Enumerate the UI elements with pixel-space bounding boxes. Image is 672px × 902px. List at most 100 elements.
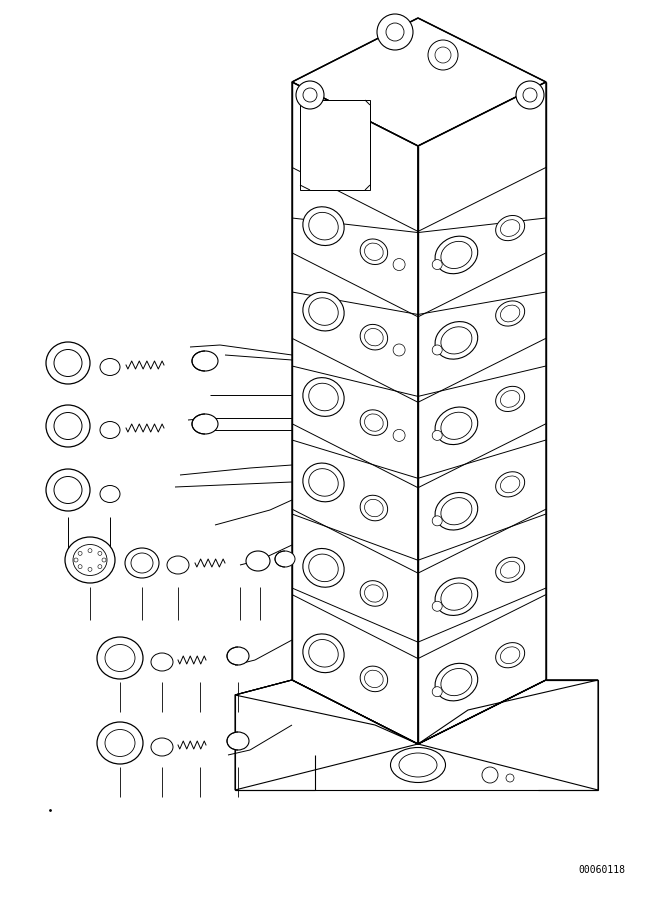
Circle shape <box>98 565 102 568</box>
Circle shape <box>432 516 442 526</box>
Ellipse shape <box>54 412 82 439</box>
Ellipse shape <box>303 292 344 331</box>
Ellipse shape <box>54 476 82 503</box>
Ellipse shape <box>399 753 437 777</box>
Ellipse shape <box>227 732 249 750</box>
Polygon shape <box>235 680 418 744</box>
Ellipse shape <box>435 492 478 530</box>
Ellipse shape <box>131 553 153 573</box>
Polygon shape <box>418 82 546 744</box>
Ellipse shape <box>496 386 525 411</box>
Ellipse shape <box>501 391 520 408</box>
Ellipse shape <box>360 666 388 692</box>
Ellipse shape <box>360 325 388 350</box>
Ellipse shape <box>303 634 344 673</box>
Ellipse shape <box>308 469 338 496</box>
Ellipse shape <box>496 301 525 327</box>
Ellipse shape <box>360 239 388 264</box>
Circle shape <box>432 430 442 440</box>
Ellipse shape <box>441 242 472 269</box>
Circle shape <box>428 40 458 70</box>
Circle shape <box>377 14 413 50</box>
Ellipse shape <box>501 647 520 664</box>
Polygon shape <box>292 82 418 744</box>
Circle shape <box>523 88 537 102</box>
Circle shape <box>482 767 498 783</box>
Ellipse shape <box>365 584 383 603</box>
Ellipse shape <box>105 730 135 757</box>
Circle shape <box>88 567 92 571</box>
Polygon shape <box>418 680 598 790</box>
Ellipse shape <box>73 545 107 575</box>
Ellipse shape <box>192 414 218 434</box>
Ellipse shape <box>501 220 520 236</box>
Circle shape <box>432 686 442 696</box>
Circle shape <box>98 551 102 556</box>
Circle shape <box>393 259 405 271</box>
Text: 00060118: 00060118 <box>578 865 625 875</box>
Ellipse shape <box>100 485 120 502</box>
Ellipse shape <box>365 243 383 261</box>
Ellipse shape <box>435 663 478 701</box>
Ellipse shape <box>365 670 383 687</box>
Ellipse shape <box>105 645 135 671</box>
Circle shape <box>435 47 451 63</box>
Ellipse shape <box>360 495 388 520</box>
Ellipse shape <box>192 351 218 371</box>
Ellipse shape <box>496 216 525 241</box>
Ellipse shape <box>246 551 270 571</box>
Ellipse shape <box>100 358 120 375</box>
Ellipse shape <box>365 500 383 517</box>
Circle shape <box>303 88 317 102</box>
Ellipse shape <box>125 548 159 578</box>
Ellipse shape <box>100 421 120 438</box>
Ellipse shape <box>496 557 525 583</box>
Ellipse shape <box>97 637 143 679</box>
Polygon shape <box>300 100 370 190</box>
Ellipse shape <box>441 498 472 525</box>
Ellipse shape <box>441 412 472 439</box>
Ellipse shape <box>46 342 90 384</box>
Ellipse shape <box>435 236 478 273</box>
Ellipse shape <box>227 647 249 665</box>
Ellipse shape <box>151 738 173 756</box>
Ellipse shape <box>308 640 338 667</box>
Circle shape <box>393 429 405 441</box>
Ellipse shape <box>365 414 383 431</box>
Ellipse shape <box>46 405 90 447</box>
Ellipse shape <box>303 463 344 502</box>
Ellipse shape <box>151 653 173 671</box>
Ellipse shape <box>303 548 344 587</box>
Ellipse shape <box>501 561 520 578</box>
Circle shape <box>432 345 442 355</box>
Polygon shape <box>418 680 598 744</box>
Ellipse shape <box>303 207 344 245</box>
Ellipse shape <box>308 383 338 410</box>
Ellipse shape <box>435 322 478 359</box>
Ellipse shape <box>390 748 446 783</box>
Ellipse shape <box>275 551 295 567</box>
Ellipse shape <box>360 581 388 606</box>
Ellipse shape <box>501 476 520 492</box>
Ellipse shape <box>441 327 472 354</box>
Circle shape <box>432 260 442 270</box>
Ellipse shape <box>496 642 525 667</box>
Ellipse shape <box>308 554 338 582</box>
Circle shape <box>516 81 544 109</box>
Circle shape <box>506 774 514 782</box>
Circle shape <box>102 558 106 562</box>
Ellipse shape <box>54 349 82 376</box>
Ellipse shape <box>303 378 344 417</box>
Ellipse shape <box>65 537 115 583</box>
Circle shape <box>386 23 404 41</box>
Ellipse shape <box>435 578 478 615</box>
Ellipse shape <box>441 668 472 695</box>
Circle shape <box>78 565 82 568</box>
Ellipse shape <box>308 212 338 240</box>
Ellipse shape <box>46 469 90 511</box>
Circle shape <box>78 551 82 556</box>
Circle shape <box>74 558 78 562</box>
Ellipse shape <box>365 328 383 345</box>
Polygon shape <box>292 18 546 146</box>
Ellipse shape <box>496 472 525 497</box>
